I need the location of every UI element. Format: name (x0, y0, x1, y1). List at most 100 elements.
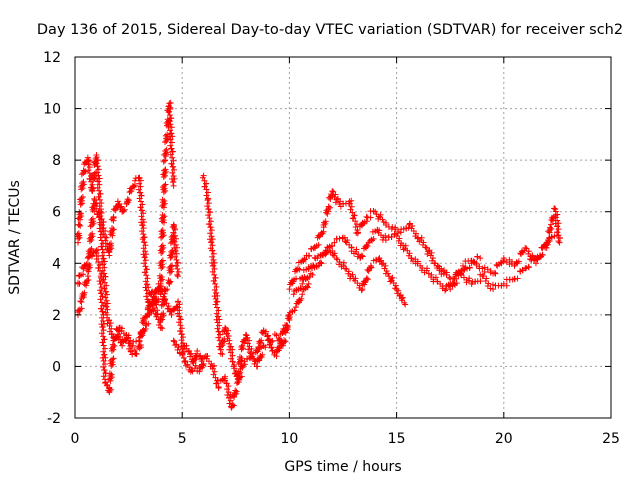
interpolated-point (145, 284, 152, 291)
interpolated-point (173, 244, 180, 251)
interpolated-point (121, 206, 128, 213)
interpolated-point (100, 348, 107, 355)
interpolated-point (402, 242, 409, 249)
interpolated-point (167, 115, 174, 122)
interpolated-point (85, 276, 92, 283)
interpolated-point (188, 367, 195, 374)
data-point (106, 252, 113, 259)
interpolated-point (97, 228, 104, 235)
interpolated-point (176, 307, 183, 314)
interpolated-point (159, 203, 166, 210)
interpolated-point (332, 191, 339, 198)
interpolated-point (101, 258, 108, 265)
interpolated-point (432, 274, 439, 281)
interpolated-point (171, 166, 178, 173)
data-point (382, 237, 389, 244)
interpolated-point (97, 190, 104, 197)
interpolated-point (168, 124, 175, 131)
interpolated-point (174, 259, 181, 266)
interpolated-point (140, 245, 147, 252)
interpolated-point (109, 356, 116, 363)
interpolated-point (298, 285, 305, 292)
interpolated-point (210, 262, 217, 269)
interpolated-point (392, 282, 399, 289)
interpolated-point (176, 319, 183, 326)
interpolated-point (100, 373, 107, 380)
interpolated-point (174, 271, 181, 278)
interpolated-point (207, 230, 214, 237)
interpolated-point (248, 354, 255, 361)
interpolated-point (214, 298, 221, 305)
interpolated-point (136, 174, 143, 181)
interpolated-point (142, 263, 149, 270)
interpolated-point (525, 248, 532, 255)
data-point (127, 347, 134, 354)
interpolated-point (102, 354, 109, 361)
interpolated-point (141, 254, 148, 261)
interpolated-point (163, 146, 170, 153)
interpolated-point (211, 259, 218, 266)
y-tick-label: 10 (43, 102, 61, 118)
interpolated-point (325, 203, 332, 210)
data-point (239, 342, 246, 349)
interpolated-point (89, 215, 96, 222)
interpolated-point (555, 220, 562, 227)
interpolated-point (145, 320, 152, 327)
interpolated-point (301, 255, 308, 262)
interpolated-point (211, 286, 218, 293)
interpolated-point (154, 310, 161, 317)
interpolated-point (212, 289, 219, 296)
interpolated-point (137, 183, 144, 190)
interpolated-point (102, 288, 109, 295)
interpolated-point (291, 307, 298, 314)
data-point (170, 182, 177, 189)
interpolated-point (159, 227, 166, 234)
interpolated-point (142, 248, 149, 255)
interpolated-point (370, 235, 377, 242)
interpolated-point (120, 208, 127, 215)
interpolated-point (446, 274, 453, 281)
interpolated-point (554, 223, 561, 230)
interpolated-point (167, 142, 174, 149)
interpolated-point (210, 256, 217, 263)
interpolated-point (171, 238, 178, 245)
interpolated-point (162, 139, 169, 146)
interpolated-point (78, 183, 85, 190)
data-point (299, 291, 306, 298)
interpolated-point (88, 245, 95, 252)
interpolated-point (211, 265, 218, 272)
interpolated-point (98, 330, 105, 337)
interpolated-point (428, 249, 435, 256)
interpolated-point (285, 313, 292, 320)
data-point (84, 273, 91, 280)
interpolated-point (162, 166, 169, 173)
x-tick-label: 10 (280, 431, 298, 447)
interpolated-point (167, 127, 174, 134)
data-point (290, 291, 297, 298)
interpolated-point (211, 362, 218, 369)
interpolated-point (214, 313, 221, 320)
interpolated-point (179, 350, 186, 357)
interpolated-point (171, 232, 178, 239)
series-satellite-track-1 (74, 99, 178, 308)
interpolated-point (101, 264, 108, 271)
interpolated-point (305, 252, 312, 259)
interpolated-point (100, 357, 107, 364)
interpolated-point (480, 272, 487, 279)
interpolated-point (95, 193, 102, 200)
interpolated-point (340, 262, 347, 269)
interpolated-point (97, 305, 104, 312)
interpolated-point (88, 216, 95, 223)
interpolated-point (93, 160, 100, 167)
interpolated-point (103, 297, 110, 304)
interpolated-point (99, 308, 106, 315)
interpolated-point (382, 232, 389, 239)
interpolated-point (161, 290, 168, 297)
interpolated-point (106, 370, 113, 377)
interpolated-point (211, 271, 218, 278)
interpolated-point (164, 286, 171, 293)
interpolated-point (102, 273, 109, 280)
interpolated-point (100, 261, 107, 268)
interpolated-point (168, 139, 175, 146)
interpolated-point (158, 234, 165, 241)
